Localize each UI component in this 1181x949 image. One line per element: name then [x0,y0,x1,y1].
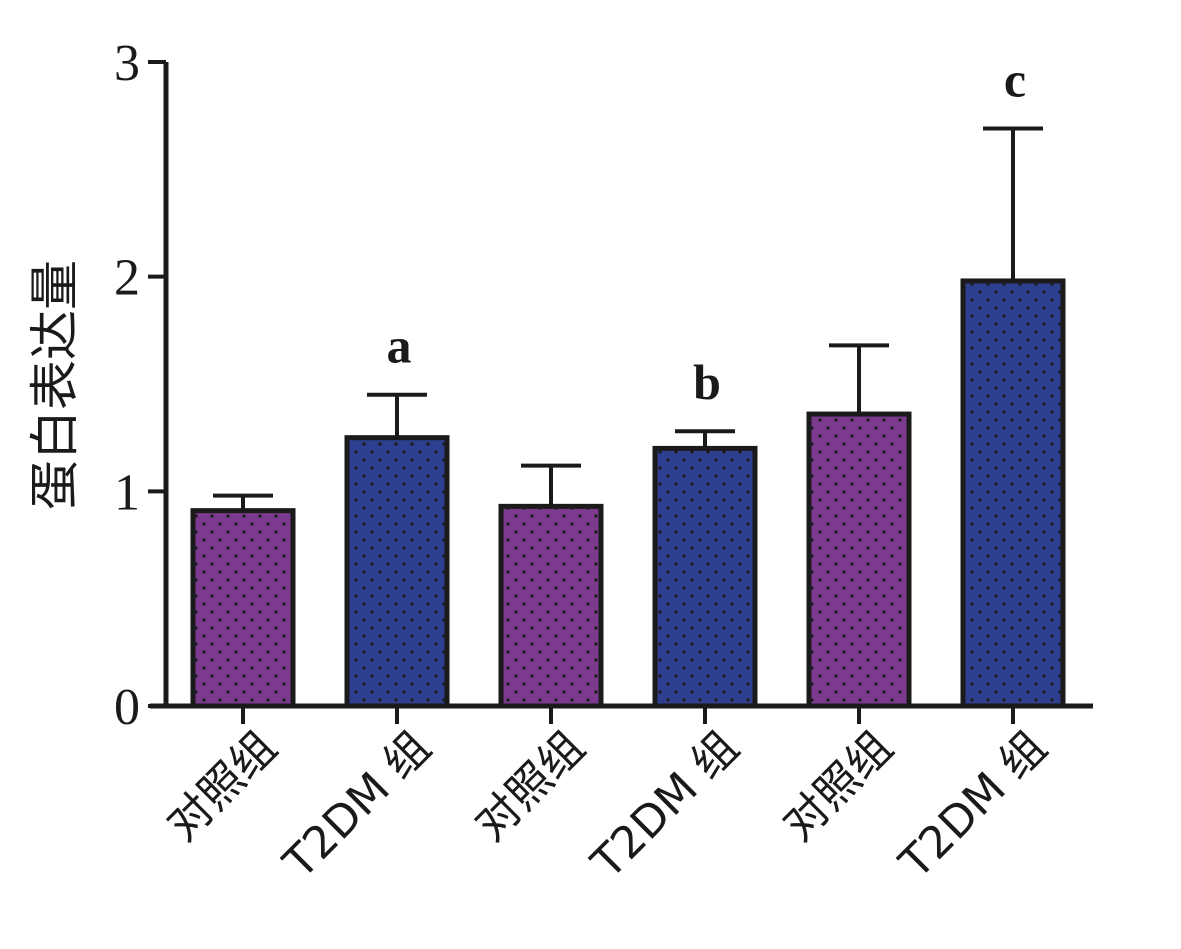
significance-label-2: a [387,318,412,374]
x-ticks-group: 对照组T2DM 组对照组T2DM 组对照组T2DM 组 [157,706,1057,889]
bars-group [190,278,1066,709]
bar-1 [190,508,296,709]
bar-3 [498,503,604,709]
y-tick-label-3: 3 [114,35,140,92]
y-tick-label-1: 1 [114,464,140,521]
y-ticks-group: 0 1 2 3 [114,35,166,736]
significance-labels-group: a b c [387,52,1027,411]
y-tick-label-0: 0 [114,679,140,736]
x-tick-label-3: 对照组 [465,722,594,851]
x-tick-label-2: T2DM 组 [273,722,440,889]
significance-label-4: b [693,354,721,410]
bar-4 [652,445,758,709]
y-axis-label: 蛋白表达量 [26,260,84,510]
bar-2 [344,435,450,709]
y-tick-label-2: 2 [114,250,140,307]
significance-label-6: c [1004,52,1026,108]
bar-6 [960,278,1066,709]
x-tick-label-6: T2DM 组 [889,722,1056,889]
x-tick-label-4: T2DM 组 [581,722,748,889]
x-tick-label-1: 对照组 [157,722,286,851]
error-bars-group [213,126,1043,511]
bar-5 [806,411,912,709]
x-tick-label-5: 对照组 [773,722,902,851]
